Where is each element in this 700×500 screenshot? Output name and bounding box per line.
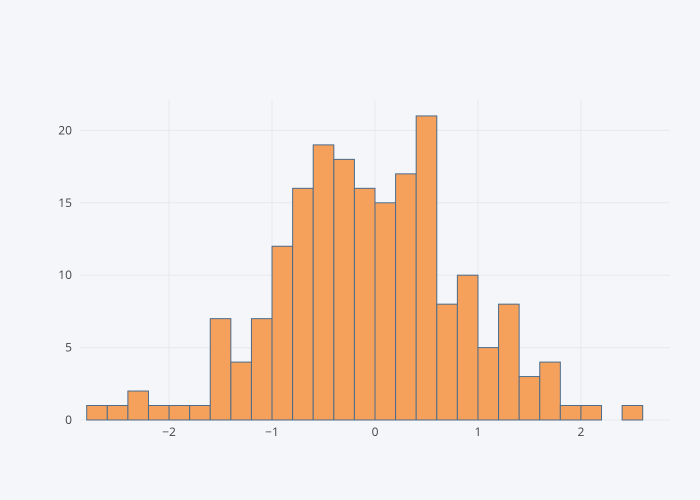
y-tick-label: 20 [58,121,72,138]
x-tick-label: −2 [162,423,176,440]
histogram-bar [540,362,561,420]
histogram-bar [148,406,169,420]
histogram-bar [293,188,314,420]
y-tick-label: 10 [58,266,72,283]
x-tick-label: 2 [577,423,584,440]
y-tick-label: 15 [58,194,72,211]
histogram-bar [210,319,231,420]
histogram-bar [231,362,252,420]
histogram-bar [622,406,643,420]
histogram-bar [87,406,108,420]
figure: 0 5 10 15 20 −2 −1 0 1 2 [0,0,700,500]
histogram-bar [396,174,417,420]
histogram-chart: 0 5 10 15 20 −2 −1 0 1 2 [0,0,700,500]
histogram-bar [416,116,437,420]
histogram-bar [375,203,396,420]
histogram-bar [437,304,458,420]
y-tick-label: 0 [65,411,72,428]
y-tick-label: 5 [65,339,72,356]
histogram-bar [128,391,149,420]
histogram-bar [334,159,355,420]
histogram-bar [581,406,602,420]
x-tick-label: 0 [372,423,379,440]
histogram-bar [519,377,540,420]
histogram-bar [457,275,478,420]
x-tick-label: 1 [475,423,482,440]
histogram-bar [251,319,272,420]
histogram-bar [313,145,334,420]
histogram-bar [560,406,581,420]
histogram-bar [499,304,520,420]
histogram-bar [478,348,499,420]
histogram-bar [169,406,190,420]
histogram-bar [354,188,375,420]
histogram-bar [272,246,293,420]
x-tick-label: −1 [265,423,279,440]
histogram-bar [190,406,211,420]
histogram-bar [107,406,128,420]
